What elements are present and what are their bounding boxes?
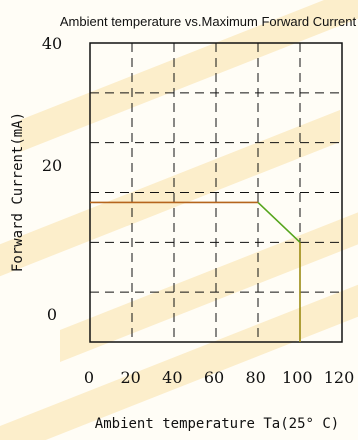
series-group (90, 201, 301, 342)
watermark-stripe (20, 0, 358, 152)
watermark-stripe (60, 212, 358, 362)
chart-title: Ambient temperature vs.Maximum Forward C… (60, 14, 357, 29)
y-tick-label: 0 (47, 305, 57, 324)
y-tick-labels: 0 20 40 (42, 34, 62, 324)
watermark-stripe (0, 284, 358, 440)
y-axis-title: Forward Current(mA) (10, 112, 26, 272)
watermark-stripe (0, 110, 340, 277)
x-tick-label: 40 (162, 368, 182, 387)
x-tick-labels: 0 20 40 60 80 100 120 (84, 368, 354, 387)
x-tick-label: 60 (204, 368, 224, 387)
series-line (257, 201, 301, 243)
x-tick-label: 20 (120, 368, 140, 387)
x-tick-label: 120 (324, 368, 355, 387)
x-tick-label: 100 (282, 368, 313, 387)
plot-frame (89, 42, 343, 343)
y-tick-label: 20 (42, 156, 62, 175)
x-axis-title: Ambient temperature Ta(25° C) (95, 416, 339, 432)
x-tick-label: 80 (245, 368, 265, 387)
y-tick-label: 40 (42, 34, 62, 53)
x-tick-label: 0 (84, 368, 94, 387)
